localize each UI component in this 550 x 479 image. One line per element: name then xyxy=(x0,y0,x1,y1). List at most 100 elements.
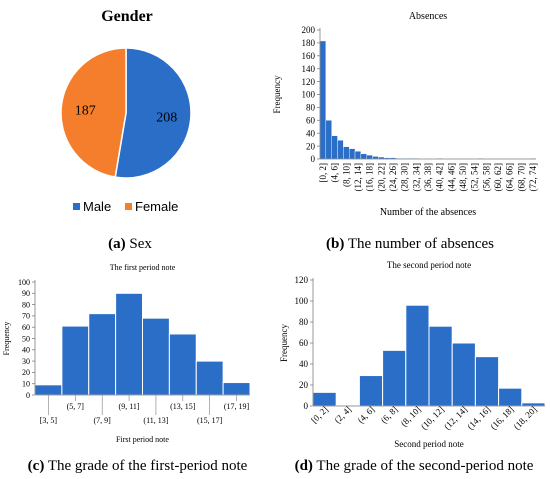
y-tick-label: 120 xyxy=(302,77,316,87)
legend-swatch xyxy=(73,203,80,210)
caption-a-letter: (a) xyxy=(108,236,126,252)
y-tick-label: 10 xyxy=(22,380,30,389)
y-tick-label: 200 xyxy=(302,25,316,35)
bar xyxy=(498,387,523,407)
x-tick-label: (60, 62] xyxy=(493,163,503,192)
x-tick-label: (16, 18] xyxy=(488,404,515,431)
legend-label: Male xyxy=(83,199,111,214)
bar xyxy=(343,146,350,160)
x-tick-label: (44, 46] xyxy=(446,163,456,192)
x-tick-label: (10, 12] xyxy=(419,404,446,431)
bar xyxy=(405,304,430,407)
second-period-chart: The second period note Frequency 0 20 40 60 80… xyxy=(279,260,546,449)
pie-slice-female xyxy=(60,47,127,178)
bar xyxy=(360,153,367,160)
y-tick-label: 80 xyxy=(306,103,316,113)
y-tick-label: 40 xyxy=(299,359,309,369)
y-axis-label: Frequency xyxy=(2,322,11,356)
panel-sex: Gender 208 187 Male Female xyxy=(0,0,260,230)
x-tick-label: (48, 50] xyxy=(458,163,468,192)
first-period-chart: The first period note Frequency 0 10 20 30 40 5… xyxy=(2,263,251,444)
y-tick-label: 20 xyxy=(299,380,309,390)
y-tick-label: 60 xyxy=(299,338,309,348)
caption-d-text: The grade of the second-period note xyxy=(316,458,534,474)
x-tick-label: (6, 8] xyxy=(379,404,400,425)
x-tick-label: (28, 30] xyxy=(400,163,410,192)
x-tick-label: [0, 2] xyxy=(318,163,328,183)
bar xyxy=(354,151,362,160)
x-tick-label: [3, 5] xyxy=(40,416,58,425)
x-tick-label: (7, 9] xyxy=(94,416,112,425)
x-tick-label: (9, 11] xyxy=(119,402,140,411)
y-tick-label: 100 xyxy=(295,296,309,306)
bar xyxy=(195,360,224,396)
panel-absences: Absences Frequency 0 20 40 60 80 100 120 140 160 18… xyxy=(270,0,550,232)
bar xyxy=(382,349,407,407)
x-tick-label: (5, 7] xyxy=(67,402,85,411)
x-axis-label: First period note xyxy=(116,435,169,444)
x-tick-label: (16, 18] xyxy=(365,163,375,192)
panel-second-period: The second period note Frequency 0 20 40 60 80… xyxy=(278,256,550,452)
y-tick-label: 0 xyxy=(311,154,316,164)
caption-c: (c) The grade of the first-period note xyxy=(0,458,275,475)
x-tick-label: (17, 19] xyxy=(224,402,250,411)
caption-d-letter: (d) xyxy=(294,458,313,474)
y-tick-label: 140 xyxy=(302,64,316,74)
bar xyxy=(222,382,251,396)
x-tick-label: (15, 17] xyxy=(197,416,223,425)
x-tick-label: (13, 15] xyxy=(170,402,196,411)
bar xyxy=(348,148,356,160)
bar xyxy=(428,325,453,407)
x-tick-label: (4, 6] xyxy=(330,163,340,183)
x-tick-label: (56, 58] xyxy=(481,163,491,192)
bar xyxy=(331,135,338,160)
bar xyxy=(451,342,476,407)
pie-chart: Gender 208 187 Male Female xyxy=(60,8,192,214)
bar xyxy=(319,40,327,160)
bar xyxy=(61,325,90,396)
caption-a-text: Sex xyxy=(129,236,152,252)
bar xyxy=(358,375,384,407)
bar xyxy=(325,120,332,160)
pie-value-label: 187 xyxy=(75,104,96,119)
bar xyxy=(474,356,500,407)
y-tick-label: 80 xyxy=(22,300,30,309)
legend-swatch xyxy=(125,203,132,210)
x-tick-label: (20, 22] xyxy=(376,163,386,192)
x-tick-label: (4, 6] xyxy=(356,404,377,425)
x-axis-label: Second period note xyxy=(394,439,463,449)
y-tick-label: 30 xyxy=(22,357,30,366)
y-tick-label: 70 xyxy=(22,312,30,321)
chart-title: The first period note xyxy=(110,263,176,272)
x-tick-label: (14, 16] xyxy=(465,404,492,431)
y-tick-label: 160 xyxy=(302,51,316,61)
caption-b-text: The number of absences xyxy=(347,236,495,252)
y-tick-label: 50 xyxy=(22,334,30,343)
x-tick-label: (52, 54] xyxy=(470,163,480,192)
x-tick-label: (18, 20] xyxy=(512,404,539,431)
bar xyxy=(337,140,344,160)
y-tick-label: 20 xyxy=(306,141,316,151)
pie-title: Gender xyxy=(101,8,153,25)
x-tick-label: (36, 38] xyxy=(423,163,433,192)
y-tick-label: 90 xyxy=(22,289,30,298)
bar xyxy=(312,391,337,407)
panel-first-period: The first period note Frequency 0 10 20 30 40 5… xyxy=(0,258,275,450)
legend-label: Female xyxy=(135,199,178,214)
y-tick-label: 20 xyxy=(22,368,30,377)
x-tick-label: (40, 42] xyxy=(435,163,445,192)
x-tick-label: (24, 26] xyxy=(388,163,398,192)
x-tick-label: (72, 74] xyxy=(528,163,538,192)
x-axis-label: Number of the absences xyxy=(380,207,476,218)
bar xyxy=(521,402,546,407)
caption-b-letter: (b) xyxy=(325,236,345,252)
x-tick-label: (12, 14] xyxy=(442,404,469,431)
bar xyxy=(168,333,197,396)
caption-c-letter: (c) xyxy=(27,458,45,474)
x-tick-label: (12, 14] xyxy=(353,163,363,192)
y-axis-label: Frequency xyxy=(272,75,282,113)
y-tick-label: 120 xyxy=(295,275,309,285)
y-tick-label: 100 xyxy=(302,90,316,100)
y-tick-label: 40 xyxy=(306,128,316,138)
y-axis-label: Frequency xyxy=(279,324,289,362)
